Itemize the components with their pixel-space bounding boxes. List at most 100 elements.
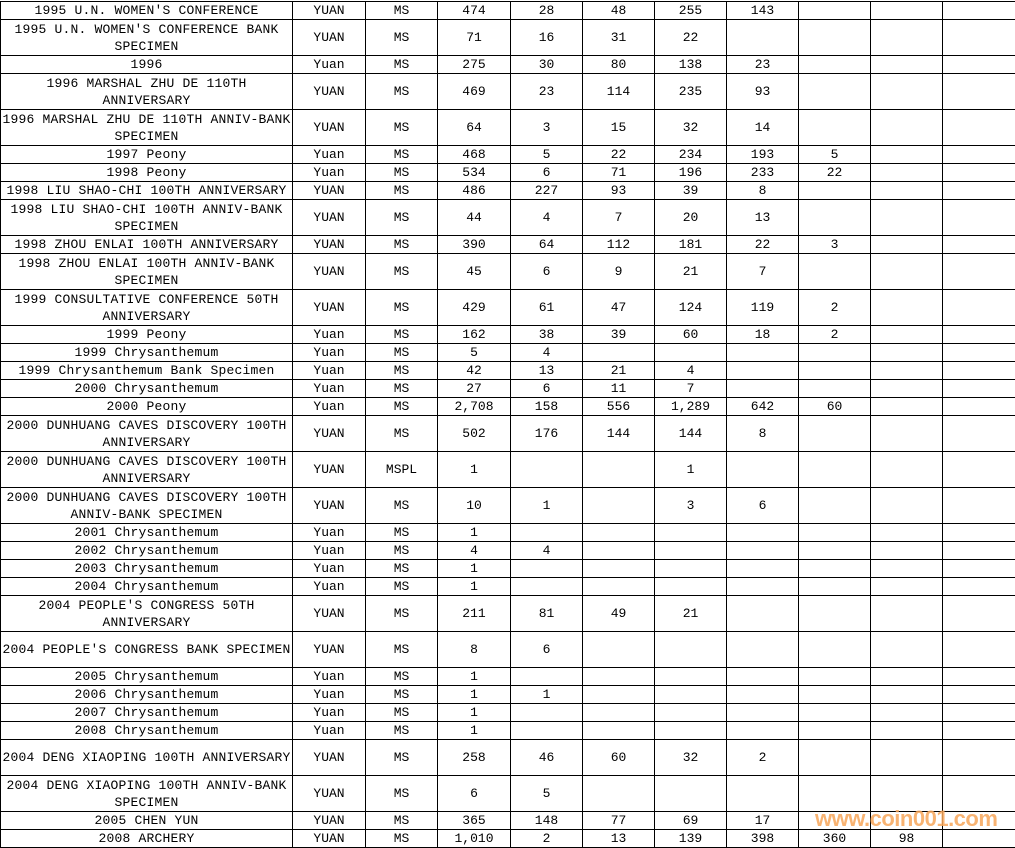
table-row: 1996 MARSHAL ZHU DE 110TH ANNIV-BANK SPE… [0, 109, 1015, 146]
unit-cell: Yuan [292, 55, 366, 74]
watermark: www.coin001.com [815, 806, 998, 831]
count-cell: 8 [726, 181, 799, 200]
count-cell [654, 577, 727, 596]
count-cell [510, 577, 583, 596]
count-cell [870, 559, 943, 578]
count-cell: 77 [582, 811, 655, 830]
count-cell [942, 379, 1015, 398]
count-cell [870, 685, 943, 704]
grade-cell: MS [365, 361, 438, 380]
grade-cell: MS [365, 163, 438, 182]
count-cell [798, 109, 871, 146]
count-cell [870, 145, 943, 164]
table-row: 1996 Yuan MS 275 30 80 138 23 [0, 55, 1015, 74]
coin-name-cell: 1996 MARSHAL ZHU DE 110TH ANNIVERSARY [0, 73, 293, 110]
count-cell: 148 [510, 811, 583, 830]
count-cell: 69 [654, 811, 727, 830]
grade-cell: MS [365, 73, 438, 110]
count-cell: 20 [654, 199, 727, 236]
count-cell [942, 19, 1015, 56]
count-cell: 119 [726, 289, 799, 326]
unit-cell: Yuan [292, 685, 366, 704]
grade-cell: MS [365, 397, 438, 416]
table-row: 2004 DENG XIAOPING 100TH ANNIV-BANK SPEC… [0, 775, 1015, 812]
unit-cell: YUAN [292, 199, 366, 236]
count-cell [726, 361, 799, 380]
count-cell [870, 253, 943, 290]
unit-cell: Yuan [292, 667, 366, 686]
count-cell: 80 [582, 55, 655, 74]
grade-cell: MS [365, 685, 438, 704]
count-cell [582, 703, 655, 722]
count-cell: 46 [510, 739, 583, 776]
total-cell: 42 [437, 361, 511, 380]
count-cell [942, 721, 1015, 740]
total-cell: 27 [437, 379, 511, 398]
total-cell: 429 [437, 289, 511, 326]
count-cell: 5 [798, 145, 871, 164]
coin-name-cell: 2007 Chrysanthemum [0, 703, 293, 722]
count-cell: 16 [510, 19, 583, 56]
coin-name-cell: 2004 DENG XIAOPING 100TH ANNIV-BANK SPEC… [0, 775, 293, 812]
count-cell: 360 [798, 829, 871, 848]
coin-name-cell: 1998 LIU SHAO-CHI 100TH ANNIVERSARY [0, 181, 293, 200]
unit-cell: YUAN [292, 595, 366, 632]
grade-cell: MS [365, 199, 438, 236]
count-cell: 64 [510, 235, 583, 254]
count-cell [942, 739, 1015, 776]
count-cell: 193 [726, 145, 799, 164]
count-cell: 7 [726, 253, 799, 290]
table-row: 2008 ARCHERY YUAN MS 1,010 2 13 139 398 360 98 [0, 829, 1015, 848]
count-cell [726, 541, 799, 560]
coin-name-cell: 1999 Peony [0, 325, 293, 344]
count-cell [654, 775, 727, 812]
count-cell [942, 775, 1015, 812]
count-cell [942, 325, 1015, 344]
coin-name-cell: 2004 PEOPLE'S CONGRESS BANK SPECIMEN [0, 631, 293, 668]
table-row: 2002 Chrysanthemum Yuan MS 4 4 [0, 541, 1015, 560]
total-cell: 162 [437, 325, 511, 344]
count-cell [870, 487, 943, 524]
table-row: 1998 Peony Yuan MS 534 6 71 196 233 22 [0, 163, 1015, 182]
coin-name-cell: 1999 Chrysanthemum Bank Specimen [0, 361, 293, 380]
count-cell [654, 703, 727, 722]
count-cell [798, 451, 871, 488]
count-cell [942, 199, 1015, 236]
coin-name-cell: 1995 U.N. WOMEN'S CONFERENCE [0, 1, 293, 20]
unit-cell: YUAN [292, 829, 366, 848]
unit-cell: YUAN [292, 253, 366, 290]
count-cell: 22 [582, 145, 655, 164]
coin-name-cell: 2000 DUNHUANG CAVES DISCOVERY 100TH ANNI… [0, 415, 293, 452]
grade-cell: MS [365, 523, 438, 542]
count-cell: 60 [654, 325, 727, 344]
count-cell: 7 [582, 199, 655, 236]
count-cell [798, 523, 871, 542]
count-cell: 3 [654, 487, 727, 524]
count-cell [654, 541, 727, 560]
count-cell [870, 397, 943, 416]
count-cell: 5 [510, 775, 583, 812]
count-cell [942, 685, 1015, 704]
count-cell [798, 1, 871, 20]
coin-name-cell: 2004 Chrysanthemum [0, 577, 293, 596]
count-cell: 17 [726, 811, 799, 830]
count-cell: 1,289 [654, 397, 727, 416]
table-row: 1998 LIU SHAO-CHI 100TH ANNIV-BANK SPECI… [0, 199, 1015, 236]
count-cell: 32 [654, 109, 727, 146]
count-cell: 112 [582, 235, 655, 254]
total-cell: 1 [437, 451, 511, 488]
count-cell [942, 289, 1015, 326]
coin-name-cell: 1998 ZHOU ENLAI 100TH ANNIVERSARY [0, 235, 293, 254]
count-cell [654, 631, 727, 668]
count-cell: 6 [726, 487, 799, 524]
count-cell [942, 55, 1015, 74]
count-cell [942, 1, 1015, 20]
grade-cell: MS [365, 343, 438, 362]
count-cell [726, 685, 799, 704]
count-cell [510, 703, 583, 722]
count-cell [654, 721, 727, 740]
total-cell: 1,010 [437, 829, 511, 848]
count-cell [510, 559, 583, 578]
count-cell [942, 163, 1015, 182]
